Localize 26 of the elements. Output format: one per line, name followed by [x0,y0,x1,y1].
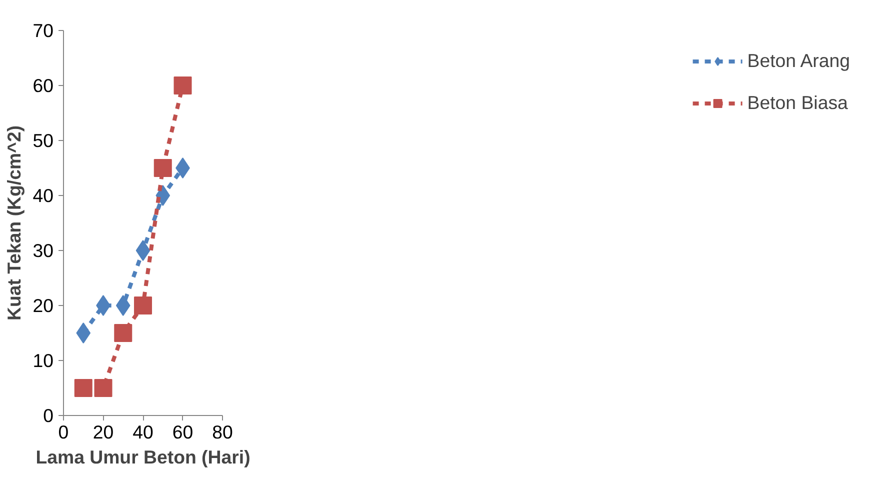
y-tick-label: 70 [32,20,54,41]
y-tick-label: 60 [32,75,54,96]
x-axis-title: Lama Umur Beton (Hari) [36,446,250,468]
point [94,379,112,397]
x-tick-label: 20 [92,422,114,442]
x-tick-label: 60 [172,422,194,442]
point [154,159,172,177]
legend-label: Beton Arang [747,50,850,72]
point [116,295,130,316]
x-tick-label: 80 [212,422,233,442]
y-tick-label: 40 [32,185,54,206]
y-tick-label: 30 [32,240,54,261]
y-axis-title: Kuat Tekan (Kg/cm^2) [4,125,25,321]
point [74,379,92,397]
point [136,240,150,261]
y-tick-label: 0 [43,405,54,426]
legend-label: Beton Biasa [747,92,848,114]
x-tick-label: 0 [58,422,69,442]
y-tick-label: 50 [32,130,54,151]
y-tick-label: 20 [32,295,54,316]
y-tick-label: 10 [32,350,54,371]
point [174,76,192,94]
point [76,322,91,344]
x-tick-label: 40 [132,422,154,442]
point [114,324,132,342]
point [134,296,152,314]
